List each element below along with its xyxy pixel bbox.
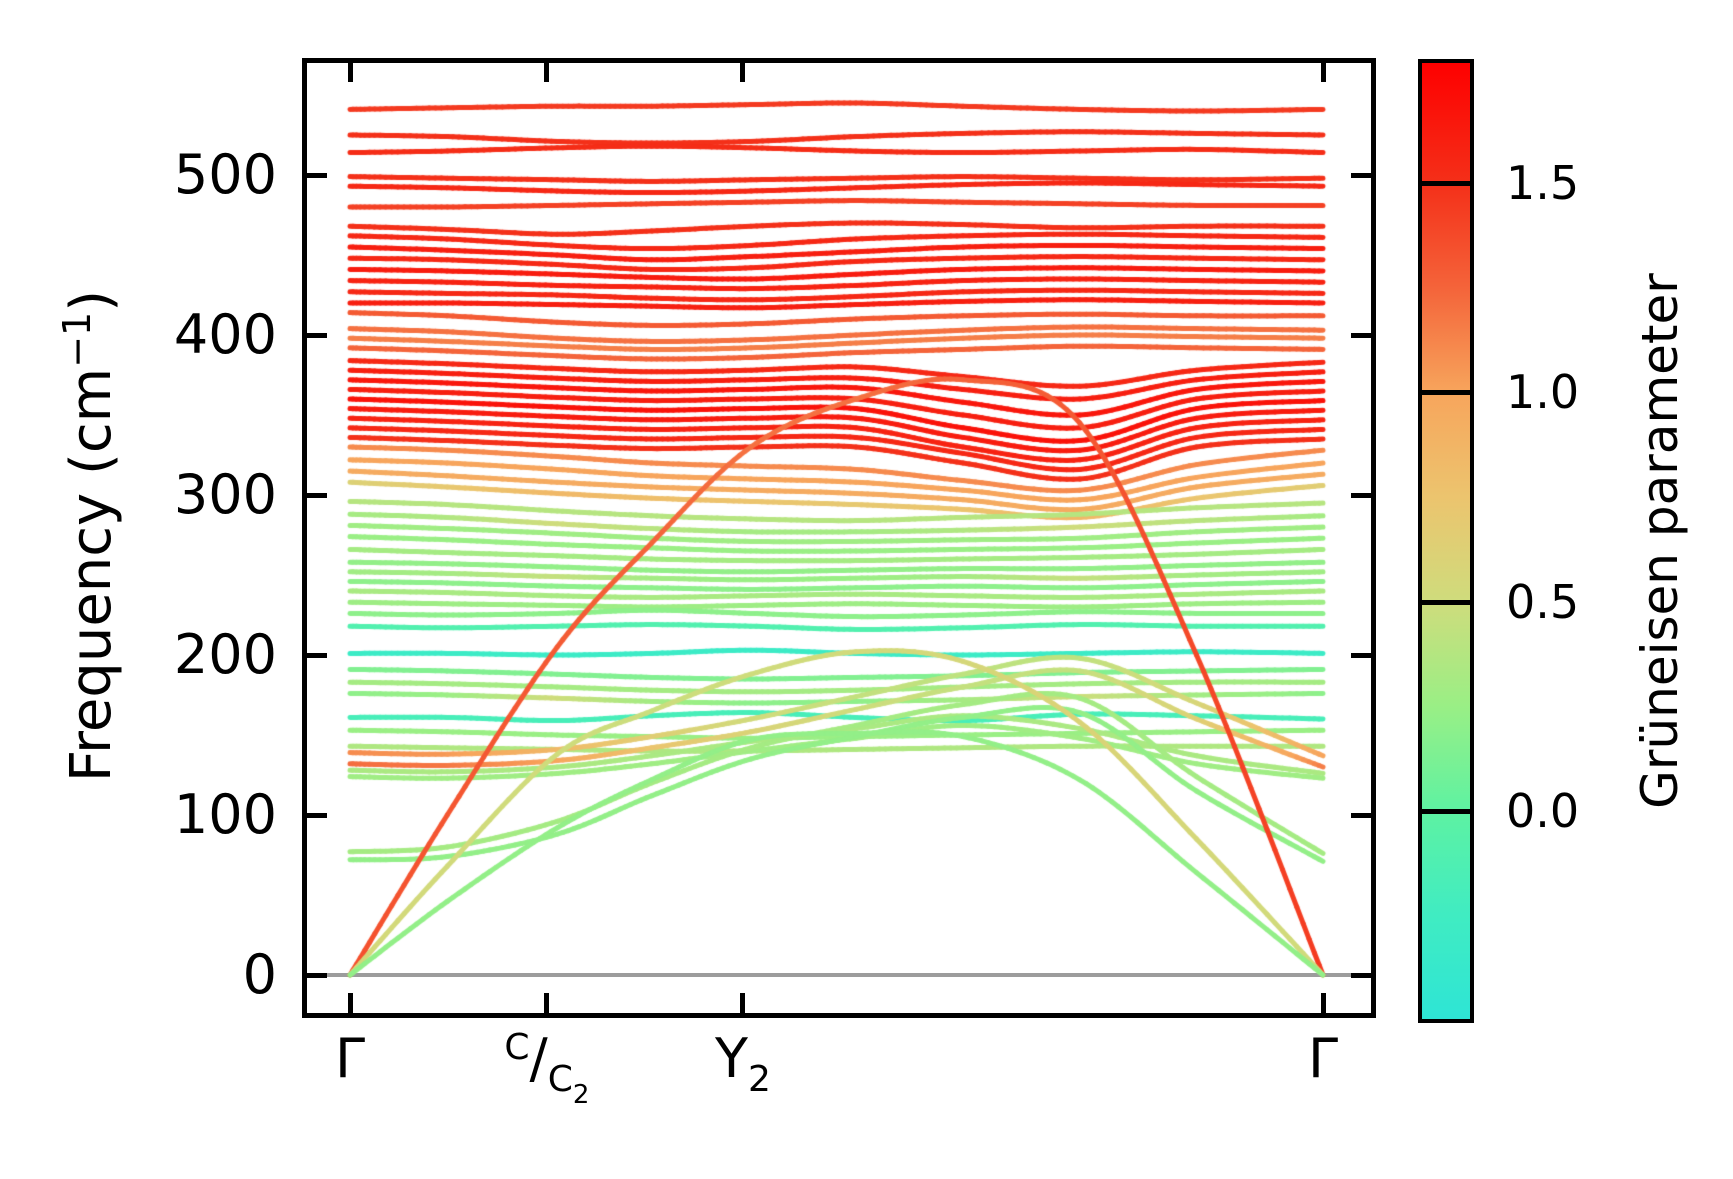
y-tick-label-100: 100 bbox=[173, 783, 277, 846]
y-tick-right bbox=[1351, 972, 1371, 978]
colorbar-tick-0.0 bbox=[1446, 809, 1470, 815]
y-tick-label-200: 200 bbox=[173, 623, 277, 686]
y-tick-left bbox=[307, 812, 327, 818]
y-tick-left bbox=[307, 492, 327, 498]
colorbar-tick-label-0.0: 0.0 bbox=[1506, 784, 1580, 839]
colorbar-tick-1.5 bbox=[1446, 180, 1470, 186]
phonon-bands-canvas bbox=[307, 62, 1370, 1012]
colorbar bbox=[1418, 59, 1474, 1023]
x-tick-label-0: Γ bbox=[334, 1027, 366, 1090]
y-tick-right bbox=[1351, 332, 1371, 338]
y-tick-label-500: 500 bbox=[173, 143, 277, 206]
y-tick-label-0: 0 bbox=[242, 943, 277, 1006]
y-tick-label-400: 400 bbox=[173, 303, 277, 366]
colorbar-tick-label-1.0: 1.0 bbox=[1506, 365, 1580, 420]
colorbar-tick-0.5 bbox=[1446, 599, 1470, 605]
x-tick-label-2: Y2 bbox=[715, 1027, 771, 1100]
plot-frame bbox=[302, 58, 1376, 1018]
colorbar-tick-1.0 bbox=[1446, 390, 1470, 396]
colorbar-tick-1.0 bbox=[1422, 390, 1446, 396]
x-tick-label-1: C/C2 bbox=[504, 1027, 590, 1110]
y-tick-left bbox=[307, 652, 327, 658]
x-tick-bottom bbox=[1320, 993, 1326, 1013]
y-tick-left bbox=[307, 172, 327, 178]
y-tick-right bbox=[1351, 492, 1371, 498]
colorbar-tick-0.5 bbox=[1422, 599, 1446, 605]
x-tick-bottom bbox=[544, 993, 550, 1013]
x-tick-top bbox=[1320, 62, 1326, 82]
colorbar-tick-label-1.5: 1.5 bbox=[1506, 155, 1580, 210]
y-tick-right bbox=[1351, 172, 1371, 178]
x-tick-top bbox=[740, 62, 746, 82]
colorbar-tick-label-0.5: 0.5 bbox=[1506, 574, 1580, 629]
y-tick-left bbox=[307, 332, 327, 338]
x-tick-bottom bbox=[740, 993, 746, 1013]
y-axis-label: Frequency (cm−1) bbox=[55, 289, 124, 783]
y-tick-label-300: 300 bbox=[173, 463, 277, 526]
y-tick-right bbox=[1351, 812, 1371, 818]
x-tick-top bbox=[544, 62, 550, 82]
x-tick-bottom bbox=[347, 993, 353, 1013]
y-tick-left bbox=[307, 972, 327, 978]
x-tick-top bbox=[347, 62, 353, 82]
colorbar-tick-1.5 bbox=[1422, 180, 1446, 186]
x-tick-label-3: Γ bbox=[1307, 1027, 1339, 1090]
colorbar-label: Grüneisen parameter bbox=[1631, 273, 1689, 809]
y-tick-right bbox=[1351, 652, 1371, 658]
colorbar-tick-0.0 bbox=[1422, 809, 1446, 815]
